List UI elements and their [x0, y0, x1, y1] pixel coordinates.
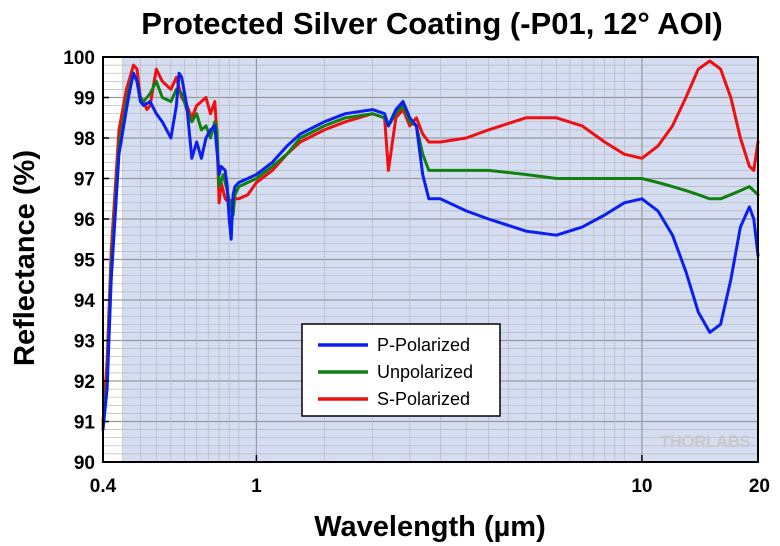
x-axis-ticks: 0.4 1 10 20	[90, 455, 770, 497]
y-tick-label: 98	[74, 129, 95, 150]
y-tick-label: 96	[74, 210, 95, 231]
x-tick-label: 0.4	[90, 476, 117, 497]
y-tick-label: 90	[74, 453, 95, 474]
y-tick-label: 95	[74, 251, 96, 272]
y-tick-label: 91	[74, 413, 96, 434]
y-axis-label: Reflectance (%)	[9, 150, 41, 366]
legend: P-Polarized Unpolarized S-Polarized	[301, 323, 501, 417]
series-line-unpolarized	[101, 71, 760, 427]
x-tick-label: 1	[251, 476, 262, 497]
y-tick-label: 93	[74, 332, 95, 353]
y-tick-label: 97	[74, 170, 95, 191]
y-tick-label: 92	[74, 372, 95, 393]
y-axis-ticks: 90 91 92 93 94 95 96 97 98 99 100	[63, 48, 109, 474]
legend-label-p-polarized: P-Polarized	[377, 335, 470, 355]
x-tick-label: 20	[749, 476, 770, 497]
y-tick-label: 94	[74, 291, 96, 312]
y-tick-label: 100	[63, 48, 95, 69]
legend-label-s-polarized: S-Polarized	[377, 389, 470, 409]
watermark-logo: THORLABS	[660, 432, 751, 451]
series-line-p-polarized	[101, 71, 760, 432]
y-tick-label: 99	[74, 89, 95, 110]
x-axis-label: Wavelength (µm)	[314, 511, 546, 543]
x-tick-label: 10	[631, 476, 652, 497]
data-series	[101, 59, 760, 432]
chart-title: Protected Silver Coating (-P01, 12° AOI)	[141, 6, 722, 41]
legend-label-unpolarized: Unpolarized	[377, 362, 473, 382]
series-line-s-polarized	[101, 59, 760, 423]
